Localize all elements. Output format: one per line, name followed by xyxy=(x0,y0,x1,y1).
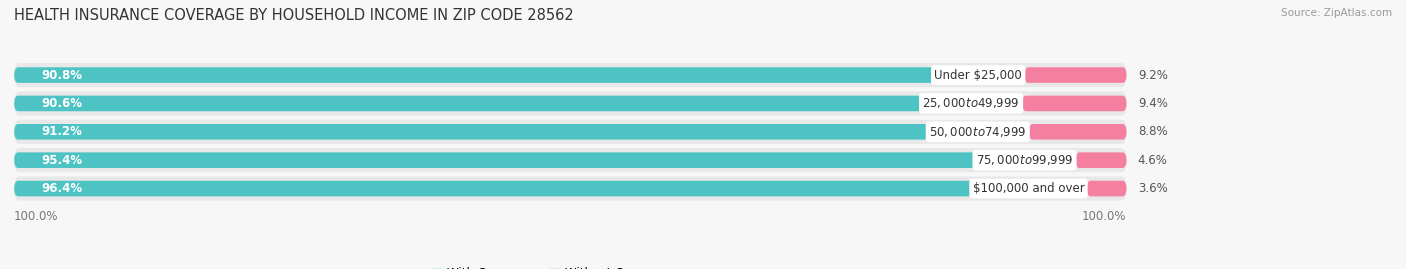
FancyBboxPatch shape xyxy=(14,176,1126,201)
Text: 3.6%: 3.6% xyxy=(1137,182,1167,195)
Text: 96.4%: 96.4% xyxy=(42,182,83,195)
Text: 100.0%: 100.0% xyxy=(1083,210,1126,223)
Text: 4.6%: 4.6% xyxy=(1137,154,1167,167)
FancyBboxPatch shape xyxy=(14,152,1076,168)
FancyBboxPatch shape xyxy=(14,96,1022,111)
Text: $25,000 to $49,999: $25,000 to $49,999 xyxy=(922,97,1019,111)
FancyBboxPatch shape xyxy=(14,63,1126,87)
Text: 90.6%: 90.6% xyxy=(42,97,83,110)
Text: Under $25,000: Under $25,000 xyxy=(935,69,1022,82)
Text: $100,000 and over: $100,000 and over xyxy=(973,182,1084,195)
Text: HEALTH INSURANCE COVERAGE BY HOUSEHOLD INCOME IN ZIP CODE 28562: HEALTH INSURANCE COVERAGE BY HOUSEHOLD I… xyxy=(14,8,574,23)
Text: 9.4%: 9.4% xyxy=(1137,97,1167,110)
FancyBboxPatch shape xyxy=(14,120,1126,144)
FancyBboxPatch shape xyxy=(14,148,1126,172)
Text: $50,000 to $74,999: $50,000 to $74,999 xyxy=(929,125,1026,139)
FancyBboxPatch shape xyxy=(1029,124,1126,140)
FancyBboxPatch shape xyxy=(14,181,1087,196)
Text: 95.4%: 95.4% xyxy=(42,154,83,167)
FancyBboxPatch shape xyxy=(1025,67,1126,83)
FancyBboxPatch shape xyxy=(14,124,1029,140)
FancyBboxPatch shape xyxy=(14,67,1025,83)
FancyBboxPatch shape xyxy=(1076,152,1126,168)
Legend: With Coverage, Without Coverage: With Coverage, Without Coverage xyxy=(426,263,676,269)
FancyBboxPatch shape xyxy=(14,91,1126,115)
Text: 91.2%: 91.2% xyxy=(42,125,83,138)
Text: Source: ZipAtlas.com: Source: ZipAtlas.com xyxy=(1281,8,1392,18)
FancyBboxPatch shape xyxy=(1022,96,1126,111)
Text: 90.8%: 90.8% xyxy=(42,69,83,82)
Text: 8.8%: 8.8% xyxy=(1137,125,1167,138)
Text: $75,000 to $99,999: $75,000 to $99,999 xyxy=(976,153,1073,167)
FancyBboxPatch shape xyxy=(1087,181,1126,196)
Text: 100.0%: 100.0% xyxy=(14,210,59,223)
Text: 9.2%: 9.2% xyxy=(1137,69,1167,82)
